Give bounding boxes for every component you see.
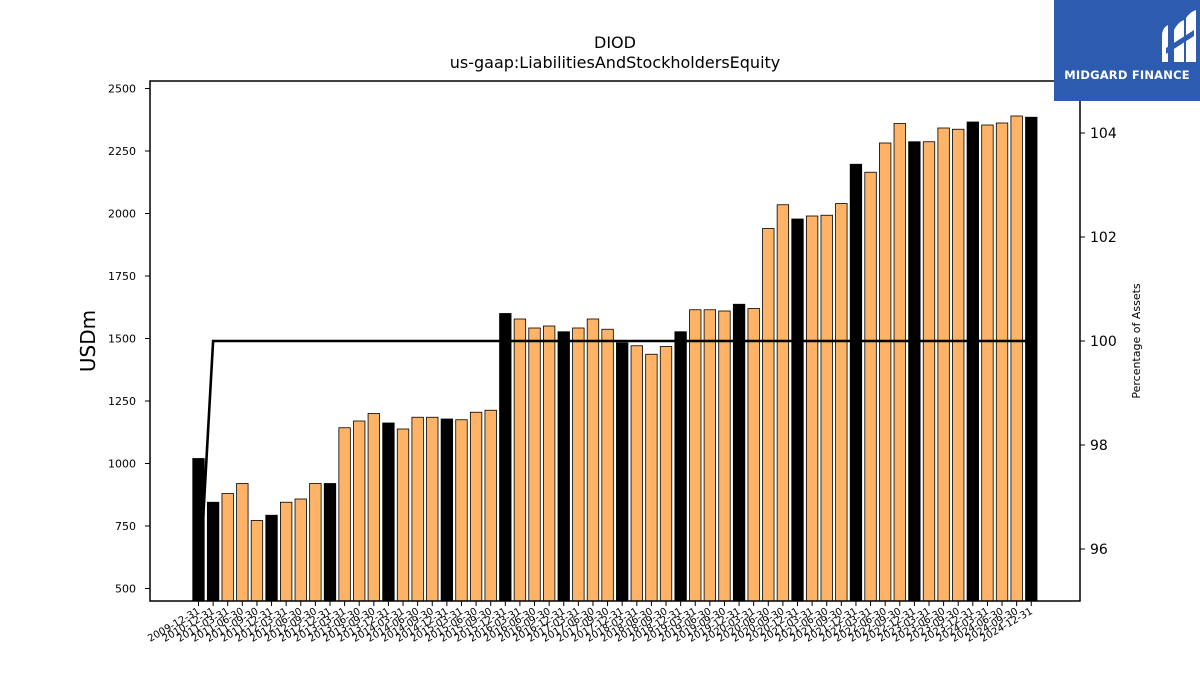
logo-text: MIDGARD FINANCE [1064,68,1190,82]
y2-tick-label: 100 [1090,334,1117,350]
bar [820,214,833,602]
bar [309,483,322,602]
bar [367,413,380,602]
bar [937,127,950,602]
plot-frame [149,80,1081,602]
chart-subtitle: us-gaap:LiabilitiesAndStockholdersEquity [450,53,781,72]
y2-tick-label: 98 [1090,438,1108,454]
bar [382,422,395,602]
bar [776,204,790,602]
y-tick-label: 2500 [108,83,136,96]
y-tick-label: 2000 [108,208,136,221]
bars-group [192,115,1038,602]
bar [396,428,410,602]
bar [601,328,614,602]
bar [542,325,556,602]
bar [718,310,731,602]
bar [484,409,497,602]
bar [206,501,220,602]
bar [1025,116,1038,602]
bar [732,303,746,602]
bar [703,309,716,602]
bar [922,141,936,602]
bar [674,331,687,602]
y2-tick-label: 96 [1090,542,1108,558]
bar [805,215,819,602]
bar [469,411,483,602]
bar [893,123,906,602]
bar [689,309,702,602]
bar [995,122,1009,602]
bar [426,416,439,602]
bar [236,483,249,602]
y-tick-label: 1750 [108,270,136,283]
bar [338,427,351,602]
bar [572,327,585,602]
x-axis-ticks: 2009-12-312010-12-312011-03-312011-06-30… [146,601,1035,645]
y-tick-label: 500 [115,583,136,596]
bar [966,121,979,602]
y-axis-label: USDm [76,310,100,372]
bar [265,514,278,602]
percentage-line-group [197,339,1032,602]
bar [659,346,673,602]
bar [747,308,760,602]
bar [323,483,337,602]
bar [864,171,877,602]
y-tick-label: 1250 [108,395,136,408]
y2-tick-label: 104 [1090,126,1117,142]
bar [879,142,892,602]
chart-title: DIOD [594,33,636,52]
bar [762,228,775,602]
bar [280,501,293,602]
bar [294,498,307,602]
y-tick-label: 750 [115,520,136,533]
midgard-logo-icon [1162,10,1196,62]
bar [630,345,643,602]
bar [849,163,863,602]
bar [952,128,965,602]
company-logo: MIDGARD FINANCE [1054,0,1200,101]
y-tick-label: 2250 [108,145,136,158]
bar [557,331,570,602]
y2-axis-ticks: 96 98 100 102 104 [1080,126,1117,558]
bar [908,141,921,602]
bar [528,327,541,602]
bar [981,124,994,602]
bar [353,420,366,602]
bar [250,520,264,602]
bar [411,416,424,602]
bar [645,353,658,602]
bar [1010,115,1023,602]
percentage-line [197,339,1032,602]
bar [499,313,512,602]
y-tick-label: 1500 [108,333,136,346]
bar [440,418,454,602]
bar [455,419,468,602]
y2-tick-label: 102 [1090,230,1117,246]
bar [791,218,804,602]
bar [616,342,629,602]
bar [221,493,234,602]
bar [835,203,848,602]
y2-axis-label: Percentage of Assets [1130,283,1143,399]
y-tick-label: 1000 [108,458,136,471]
bar [586,318,600,602]
bar [513,318,527,602]
y-axis-ticks: 500 750 1000 1250 1500 1750 2000 2250 2500 [108,83,150,596]
